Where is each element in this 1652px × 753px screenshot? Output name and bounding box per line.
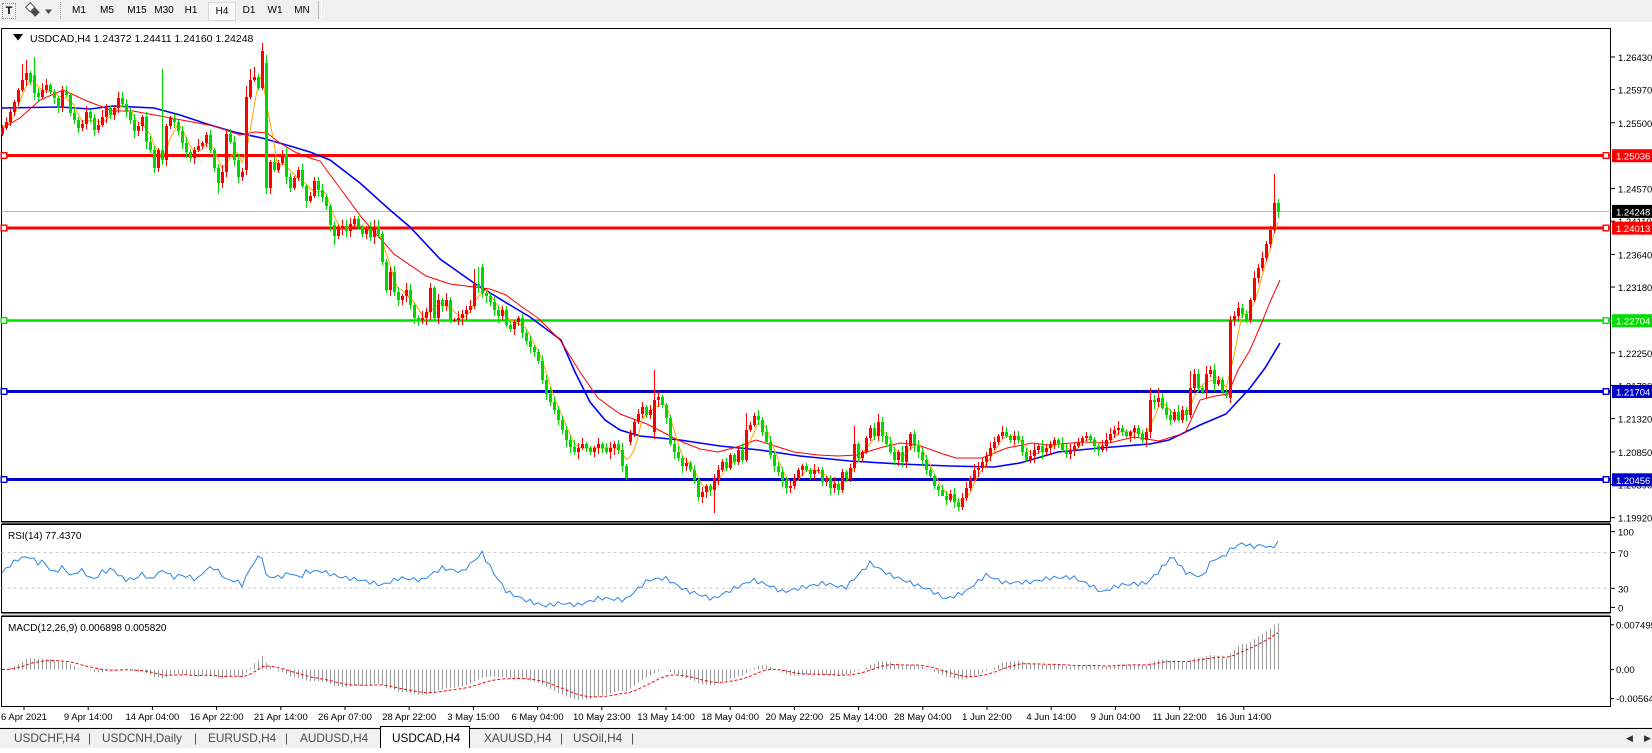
svg-text:16 Jun 14:00: 16 Jun 14:00 xyxy=(1216,712,1271,723)
svg-text:14 Apr 04:00: 14 Apr 04:00 xyxy=(125,712,179,723)
svg-text:70: 70 xyxy=(1618,549,1629,560)
svg-text:1.24013: 1.24013 xyxy=(1616,224,1650,235)
svg-text:1.25970: 1.25970 xyxy=(1618,86,1652,97)
svg-text:26 Apr 07:00: 26 Apr 07:00 xyxy=(318,712,372,723)
svg-text:1.25500: 1.25500 xyxy=(1618,119,1652,130)
svg-text:0.007495: 0.007495 xyxy=(1616,620,1652,631)
svg-text:6 May 04:00: 6 May 04:00 xyxy=(511,712,563,723)
svg-text:4 Jun 14:00: 4 Jun 14:00 xyxy=(1026,712,1076,723)
svg-text:1.20456: 1.20456 xyxy=(1616,476,1650,487)
svg-text:0: 0 xyxy=(1618,603,1623,614)
svg-text:1.26430: 1.26430 xyxy=(1618,53,1652,64)
svg-text:1.22704: 1.22704 xyxy=(1616,317,1650,328)
svg-text:1.19920: 1.19920 xyxy=(1618,514,1652,525)
svg-text:18 May 04:00: 18 May 04:00 xyxy=(701,712,759,723)
svg-text:1.25036: 1.25036 xyxy=(1616,152,1650,163)
svg-text:1.21320: 1.21320 xyxy=(1618,415,1652,426)
svg-text:13 May 14:00: 13 May 14:00 xyxy=(637,712,695,723)
svg-text:1.24248: 1.24248 xyxy=(1616,207,1650,218)
svg-text:9 Apr 14:00: 9 Apr 14:00 xyxy=(64,712,113,723)
svg-text:1.24570: 1.24570 xyxy=(1618,185,1652,196)
svg-text:6 Apr 2021: 6 Apr 2021 xyxy=(1,712,47,723)
svg-text:RSI(14) 77.4370: RSI(14) 77.4370 xyxy=(8,531,82,542)
svg-text:11 Jun 22:00: 11 Jun 22:00 xyxy=(1152,712,1206,723)
svg-text:20 May 22:00: 20 May 22:00 xyxy=(766,712,824,723)
svg-text:16 Apr 22:00: 16 Apr 22:00 xyxy=(190,712,244,723)
svg-text:25 May 14:00: 25 May 14:00 xyxy=(830,712,888,723)
svg-text:28 Apr 22:00: 28 Apr 22:00 xyxy=(382,712,436,723)
svg-text:1.20850: 1.20850 xyxy=(1618,448,1652,459)
svg-text:1.21704: 1.21704 xyxy=(1616,388,1650,399)
svg-text:1.22250: 1.22250 xyxy=(1618,349,1652,360)
svg-text:10 May 23:00: 10 May 23:00 xyxy=(573,712,631,723)
svg-text:1.23640: 1.23640 xyxy=(1618,250,1652,261)
svg-text:-0.005643: -0.005643 xyxy=(1616,694,1652,705)
svg-text:3 May 15:00: 3 May 15:00 xyxy=(447,712,499,723)
svg-text:21 Apr 14:00: 21 Apr 14:00 xyxy=(254,712,308,723)
svg-text:USDCAD,H4 1.24372 1.24411 1.2: USDCAD,H4 1.24372 1.24411 1.24160 1.2424… xyxy=(30,33,254,45)
svg-text:9 Jun 04:00: 9 Jun 04:00 xyxy=(1091,712,1141,723)
svg-text:1 Jun 22:00: 1 Jun 22:00 xyxy=(962,712,1012,723)
svg-text:30: 30 xyxy=(1618,585,1629,596)
svg-text:28 May 04:00: 28 May 04:00 xyxy=(894,712,952,723)
svg-text:100: 100 xyxy=(1618,528,1634,539)
svg-text:0.00: 0.00 xyxy=(1616,665,1635,676)
svg-text:MACD(12,26,9) 0.006898 0.00582: MACD(12,26,9) 0.006898 0.005820 xyxy=(8,623,167,634)
svg-text:1.23180: 1.23180 xyxy=(1618,283,1652,294)
